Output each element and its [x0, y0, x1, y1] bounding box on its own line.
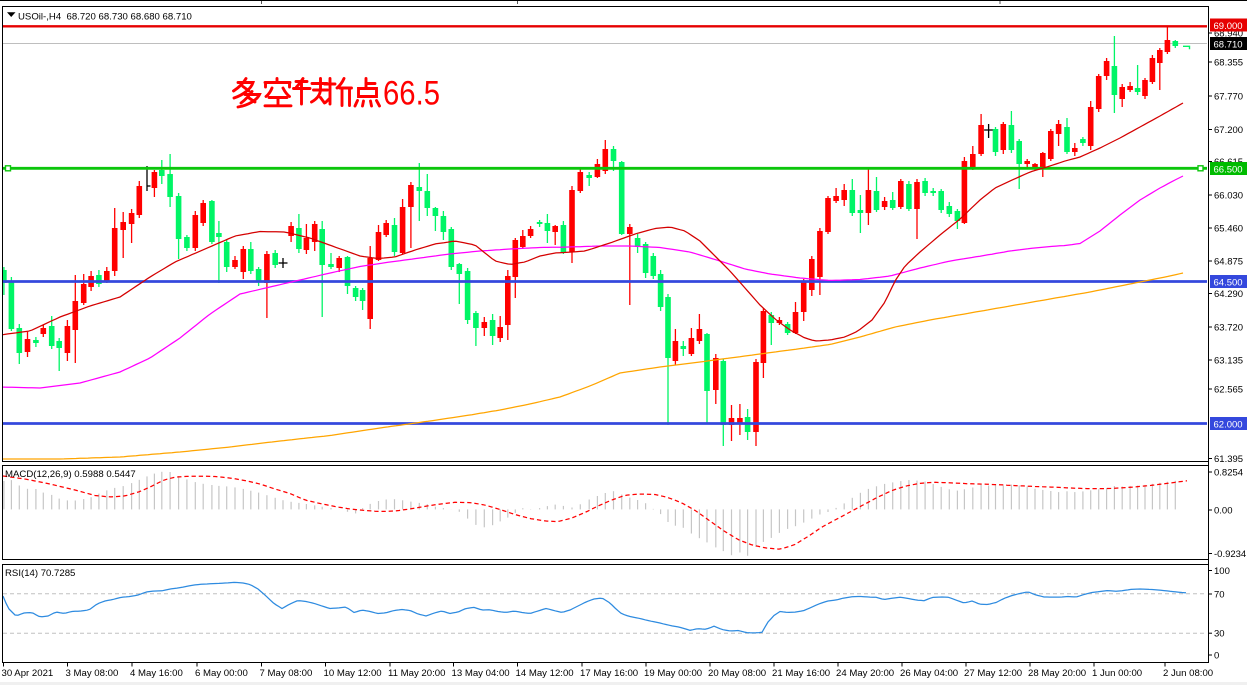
- svg-text:0: 0: [1214, 651, 1219, 662]
- svg-text:21 May 16:00: 21 May 16:00: [772, 668, 830, 679]
- svg-text:67.770: 67.770: [1214, 92, 1243, 103]
- svg-text:100: 100: [1214, 566, 1230, 577]
- svg-text:63.720: 63.720: [1214, 323, 1243, 334]
- svg-text:4 May 16:00: 4 May 16:00: [130, 668, 183, 679]
- svg-text:66.500: 66.500: [1214, 164, 1243, 175]
- svg-text:62.000: 62.000: [1214, 419, 1243, 430]
- svg-text:68.355: 68.355: [1214, 58, 1243, 69]
- svg-text:30: 30: [1214, 629, 1225, 640]
- svg-text:70: 70: [1214, 590, 1225, 601]
- svg-text:68.710: 68.710: [1214, 39, 1243, 50]
- svg-text:3 May 08:00: 3 May 08:00: [66, 668, 119, 679]
- svg-text:7 May 08:00: 7 May 08:00: [260, 668, 313, 679]
- svg-text:28 May 20:00: 28 May 20:00: [1028, 668, 1086, 679]
- svg-text:MACD(12,26,9) 0.5988 0.5447: MACD(12,26,9) 0.5988 0.5447: [5, 469, 136, 480]
- svg-text:27 May 12:00: 27 May 12:00: [964, 668, 1022, 679]
- svg-text:66.030: 66.030: [1214, 191, 1243, 202]
- svg-text:2 Jun 08:00: 2 Jun 08:00: [1163, 668, 1213, 679]
- svg-text:30 Apr 2021: 30 Apr 2021: [2, 668, 54, 679]
- svg-text:66.5: 66.5: [383, 75, 440, 113]
- svg-text:10 May 12:00: 10 May 12:00: [324, 668, 382, 679]
- svg-text:0.8254: 0.8254: [1214, 468, 1243, 479]
- svg-text:67.200: 67.200: [1214, 125, 1243, 136]
- svg-text:14 May 12:00: 14 May 12:00: [516, 668, 574, 679]
- svg-text:20 May 08:00: 20 May 08:00: [708, 668, 766, 679]
- svg-text:62.565: 62.565: [1214, 385, 1243, 396]
- svg-text:19 May 00:00: 19 May 00:00: [644, 668, 702, 679]
- svg-text:68.940: 68.940: [1214, 29, 1243, 40]
- svg-text:24 May 20:00: 24 May 20:00: [836, 668, 894, 679]
- svg-text:USOil-,H4 68.720 68.730 68.68: USOil-,H4 68.720 68.730 68.680 68.710: [18, 11, 192, 22]
- svg-text:RSI(14) 70.7285: RSI(14) 70.7285: [5, 568, 75, 579]
- svg-text:17 May 16:00: 17 May 16:00: [580, 668, 638, 679]
- svg-text:64.290: 64.290: [1214, 289, 1243, 300]
- svg-text:26 May 04:00: 26 May 04:00: [900, 668, 958, 679]
- svg-text:69.000: 69.000: [1214, 21, 1243, 32]
- svg-text:64.875: 64.875: [1214, 257, 1243, 268]
- svg-text:13 May 04:00: 13 May 04:00: [452, 668, 510, 679]
- svg-text:63.135: 63.135: [1214, 356, 1243, 367]
- svg-text:61.395: 61.395: [1214, 454, 1243, 465]
- svg-text:6 May 00:00: 6 May 00:00: [195, 668, 248, 679]
- svg-text:65.460: 65.460: [1214, 224, 1243, 235]
- svg-text:64.500: 64.500: [1214, 277, 1243, 288]
- svg-text:1 Jun 00:00: 1 Jun 00:00: [1092, 668, 1142, 679]
- svg-text:11 May 20:00: 11 May 20:00: [388, 668, 445, 679]
- svg-text:-0.9234: -0.9234: [1214, 549, 1246, 560]
- svg-text:0.00: 0.00: [1214, 506, 1233, 517]
